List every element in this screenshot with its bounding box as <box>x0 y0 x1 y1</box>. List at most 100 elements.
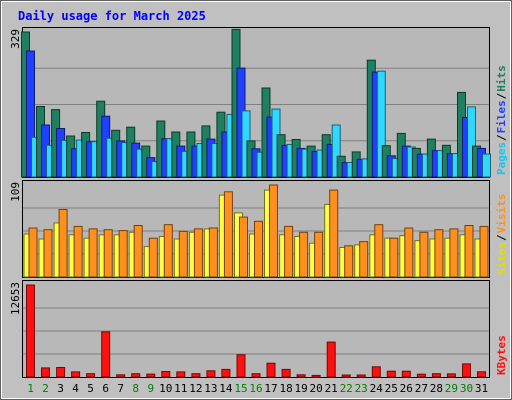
bar-visits-day-25 <box>389 237 399 278</box>
bar-kbytes-day-6 <box>101 331 111 378</box>
x-tick-label-9: 9 <box>147 382 154 395</box>
bar-kbytes-day-11 <box>176 371 186 378</box>
legend-visits: Visits <box>495 194 508 234</box>
bar-kbytes-day-12 <box>191 373 201 378</box>
bar-kbytes-day-9 <box>146 373 156 378</box>
x-tick-label-27: 27 <box>415 382 428 395</box>
x-tick-label-16: 16 <box>249 382 262 395</box>
x-tick-label-6: 6 <box>102 382 109 395</box>
bar-pages-day-21 <box>331 124 341 178</box>
bar-visits-day-26 <box>404 227 414 278</box>
bar-files-day-1 <box>26 50 35 178</box>
x-tick-label-18: 18 <box>279 382 292 395</box>
x-tick-label-31: 31 <box>475 382 488 395</box>
bar-kbytes-day-21 <box>326 341 336 378</box>
bar-visits-day-15 <box>239 216 248 278</box>
x-tick-label-5: 5 <box>87 382 94 395</box>
bar-visits-day-6 <box>103 229 113 278</box>
panel-middle-max-label: 109 <box>9 182 22 202</box>
bar-visits-day-31 <box>479 225 489 278</box>
bar-visits-day-7 <box>118 230 128 278</box>
x-tick-label-7: 7 <box>117 382 124 395</box>
panel-top-max-label: 329 <box>9 29 22 49</box>
bar-visits-day-2 <box>43 229 53 278</box>
bar-visits-day-13 <box>208 227 218 278</box>
bar-kbytes-day-1 <box>26 284 35 378</box>
x-axis-labels: 1 2 3 4 5 6 7 8 9 10 11 12 13 14 15 16 17 18 19 20 21 22 23 24 2… <box>27 382 488 395</box>
x-tick-label-26: 26 <box>400 382 413 395</box>
bars <box>21 28 491 378</box>
bar-kbytes-day-24 <box>371 366 381 378</box>
bar-kbytes-day-27 <box>416 373 426 378</box>
bar-visits-day-27 <box>419 231 429 278</box>
bar-visits-day-23 <box>359 241 369 278</box>
bar-kbytes-day-31 <box>477 371 486 378</box>
legend-hits: Hits <box>495 65 508 92</box>
bar-visits-day-1 <box>28 227 38 278</box>
bar-kbytes-day-14 <box>221 368 231 378</box>
x-tick-label-11: 11 <box>174 382 187 395</box>
x-tick-label-23: 23 <box>355 382 368 395</box>
legend-separator: / <box>495 92 508 99</box>
x-tick-label-25: 25 <box>385 382 398 395</box>
x-tick-label-3: 3 <box>57 382 64 395</box>
bar-kbytes-day-20 <box>311 374 321 378</box>
bar-visits-day-28 <box>434 229 444 278</box>
bar-kbytes-day-26 <box>401 370 411 378</box>
bar-visits-day-17 <box>269 184 278 278</box>
bar-kbytes-day-5 <box>86 373 96 378</box>
x-tick-label-1: 1 <box>27 382 34 395</box>
x-tick-label-19: 19 <box>294 382 307 395</box>
bar-visits-day-3 <box>58 209 68 278</box>
bar-kbytes-day-7 <box>116 374 126 378</box>
bar-visits-day-19 <box>299 231 309 278</box>
bar-pages-day-31 <box>482 153 491 178</box>
bar-visits-day-18 <box>284 225 294 278</box>
bar-kbytes-day-29 <box>446 373 456 378</box>
bar-visits-day-24 <box>374 224 384 278</box>
bar-visits-day-9 <box>148 237 158 278</box>
bar-kbytes-day-18 <box>281 368 291 378</box>
bar-visits-day-8 <box>133 225 143 278</box>
bar-visits-day-30 <box>464 225 474 278</box>
bar-kbytes-day-15 <box>236 354 246 378</box>
bar-visits-day-5 <box>88 228 98 278</box>
legend-separator: / <box>495 234 508 241</box>
bar-kbytes-day-23 <box>356 374 366 378</box>
bar-visits-day-20 <box>314 231 324 278</box>
x-tick-label-10: 10 <box>159 382 172 395</box>
x-tick-label-22: 22 <box>340 382 353 395</box>
x-tick-label-14: 14 <box>219 382 233 395</box>
legend-sites: Sites <box>495 242 508 275</box>
bar-kbytes-day-3 <box>56 367 66 378</box>
legend-pages: Pages <box>495 142 508 175</box>
bar-visits-day-22 <box>344 245 354 278</box>
bar-kbytes-day-13 <box>206 370 216 378</box>
x-tick-label-24: 24 <box>370 382 384 395</box>
bar-kbytes-day-30 <box>462 363 471 378</box>
x-tick-label-4: 4 <box>72 382 79 395</box>
bar-kbytes-day-8 <box>131 373 141 378</box>
bar-visits-day-29 <box>449 228 459 278</box>
bar-visits-day-12 <box>193 228 203 278</box>
x-tick-label-28: 28 <box>430 382 443 395</box>
bar-visits-day-21 <box>329 189 339 278</box>
panel-bottom-max-label: 12653 <box>9 282 22 315</box>
bar-kbytes-day-10 <box>161 371 171 378</box>
x-tick-label-13: 13 <box>204 382 217 395</box>
bar-kbytes-day-19 <box>296 374 306 378</box>
x-tick-label-17: 17 <box>264 382 277 395</box>
bar-visits-day-14 <box>223 191 233 278</box>
x-tick-label-29: 29 <box>445 382 458 395</box>
legend-separator: / <box>495 134 508 141</box>
panel-bottom-plot <box>22 280 490 378</box>
bar-kbytes-day-28 <box>431 373 441 378</box>
legend-files: Files <box>495 100 508 133</box>
x-tick-label-15: 15 <box>234 382 247 395</box>
bar-visits-day-4 <box>73 225 83 278</box>
x-tick-label-21: 21 <box>325 382 338 395</box>
legend-kbytes: KBytes <box>495 335 508 375</box>
bar-kbytes-day-4 <box>71 371 81 378</box>
